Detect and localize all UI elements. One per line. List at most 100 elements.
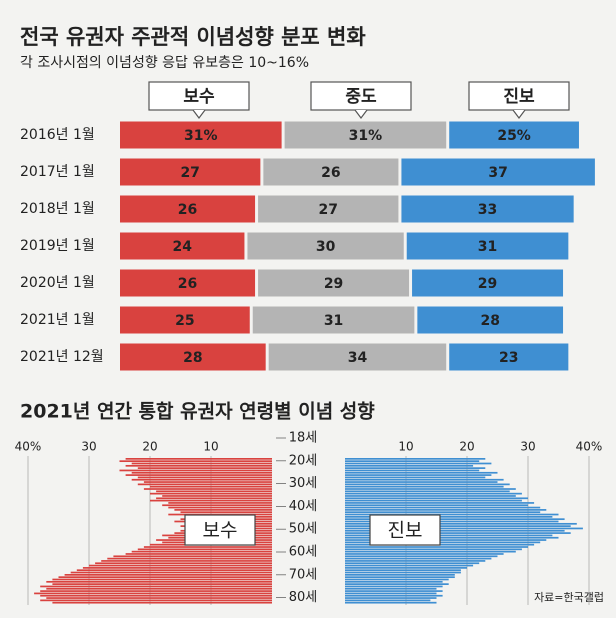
- bar: [131, 550, 272, 553]
- bar: [46, 597, 272, 599]
- bar: [345, 499, 522, 502]
- bar: [345, 585, 443, 588]
- bar: [345, 504, 528, 507]
- age-label: 20세: [289, 453, 318, 468]
- series-label: 보수: [203, 520, 238, 542]
- bar: [143, 488, 272, 490]
- bar: [180, 511, 272, 514]
- bar: [46, 580, 272, 583]
- bar: [345, 560, 486, 562]
- value-label: 28: [480, 313, 499, 329]
- bar-segment: [449, 343, 569, 371]
- bar-segment: [284, 121, 447, 149]
- bar-segment: [268, 343, 447, 371]
- x-tick-label: 30: [81, 440, 96, 454]
- x-tick-label: 10: [203, 440, 218, 454]
- bar: [150, 492, 272, 495]
- x-tick-label: 40%: [576, 440, 603, 454]
- value-label: 31: [324, 313, 343, 329]
- bar: [119, 460, 272, 463]
- bar: [168, 502, 272, 504]
- x-tick-label: 20: [459, 440, 474, 454]
- bar: [345, 513, 559, 516]
- bar: [143, 546, 272, 548]
- value-label: 25%: [497, 128, 531, 144]
- row-label: 2016년 1월: [20, 127, 95, 143]
- legend-pointer: [512, 109, 526, 119]
- bar: [345, 574, 455, 576]
- age-label: 70세: [289, 567, 318, 582]
- bar: [40, 585, 273, 588]
- bar: [143, 481, 272, 483]
- bar: [137, 548, 272, 551]
- bar-segment: [412, 269, 564, 297]
- bar: [52, 578, 273, 581]
- bar: [345, 536, 559, 539]
- bar: [345, 539, 547, 541]
- bar: [119, 469, 272, 472]
- bar: [101, 560, 272, 562]
- value-label: 37: [488, 165, 507, 181]
- value-label: 30: [316, 239, 336, 255]
- bar: [131, 471, 272, 474]
- chart-title: 전국 유권자 주관적 이념성향 분포 변화: [20, 25, 366, 49]
- row-label: 2018년 1월: [20, 201, 95, 217]
- bar: [345, 590, 443, 592]
- bar: [89, 564, 272, 567]
- bar: [107, 557, 272, 560]
- bar: [137, 476, 272, 479]
- legend-box: [148, 81, 250, 111]
- value-label: 34: [348, 350, 368, 366]
- legend-label: 보수: [183, 87, 215, 107]
- bar-segment: [120, 269, 256, 297]
- bar: [345, 485, 504, 488]
- bar: [40, 594, 273, 597]
- bar: [345, 597, 437, 599]
- bar: [345, 527, 583, 530]
- value-label: 29: [324, 276, 343, 292]
- bar: [345, 478, 504, 481]
- bar: [345, 546, 528, 548]
- bar-segment: [258, 269, 410, 297]
- bar: [345, 471, 498, 474]
- bar-segment: [263, 158, 399, 186]
- bar: [345, 462, 492, 465]
- bar: [150, 499, 272, 502]
- bar: [174, 509, 272, 511]
- bar: [345, 564, 474, 567]
- bar: [40, 590, 273, 592]
- bar: [345, 534, 553, 537]
- bar: [345, 580, 443, 583]
- bar: [345, 497, 528, 500]
- bar: [125, 464, 272, 467]
- bar: [82, 567, 273, 569]
- value-label: 24: [172, 239, 192, 255]
- bar-segment: [120, 121, 282, 149]
- bar: [345, 569, 461, 572]
- bar: [345, 464, 474, 467]
- bar: [345, 520, 559, 523]
- bar: [137, 483, 272, 486]
- bar: [34, 592, 272, 595]
- bar: [40, 599, 273, 602]
- bar: [345, 488, 516, 490]
- row-label: 2017년 1월: [20, 164, 95, 180]
- bar: [345, 601, 437, 604]
- bar-segment: [401, 158, 595, 186]
- bar: [345, 578, 449, 581]
- bar-segment: [258, 195, 399, 223]
- x-tick-label: 30: [520, 440, 535, 454]
- bar-segment: [120, 232, 245, 260]
- bar: [345, 495, 516, 497]
- bar: [125, 553, 272, 555]
- bar: [162, 504, 272, 507]
- series-label: 진보: [388, 520, 423, 542]
- x-tick-label: 10: [398, 440, 413, 454]
- bar: [345, 511, 541, 514]
- bar: [345, 506, 541, 509]
- bar: [345, 571, 461, 574]
- bar: [345, 599, 431, 602]
- bar-segment: [252, 306, 415, 334]
- bar: [345, 483, 510, 486]
